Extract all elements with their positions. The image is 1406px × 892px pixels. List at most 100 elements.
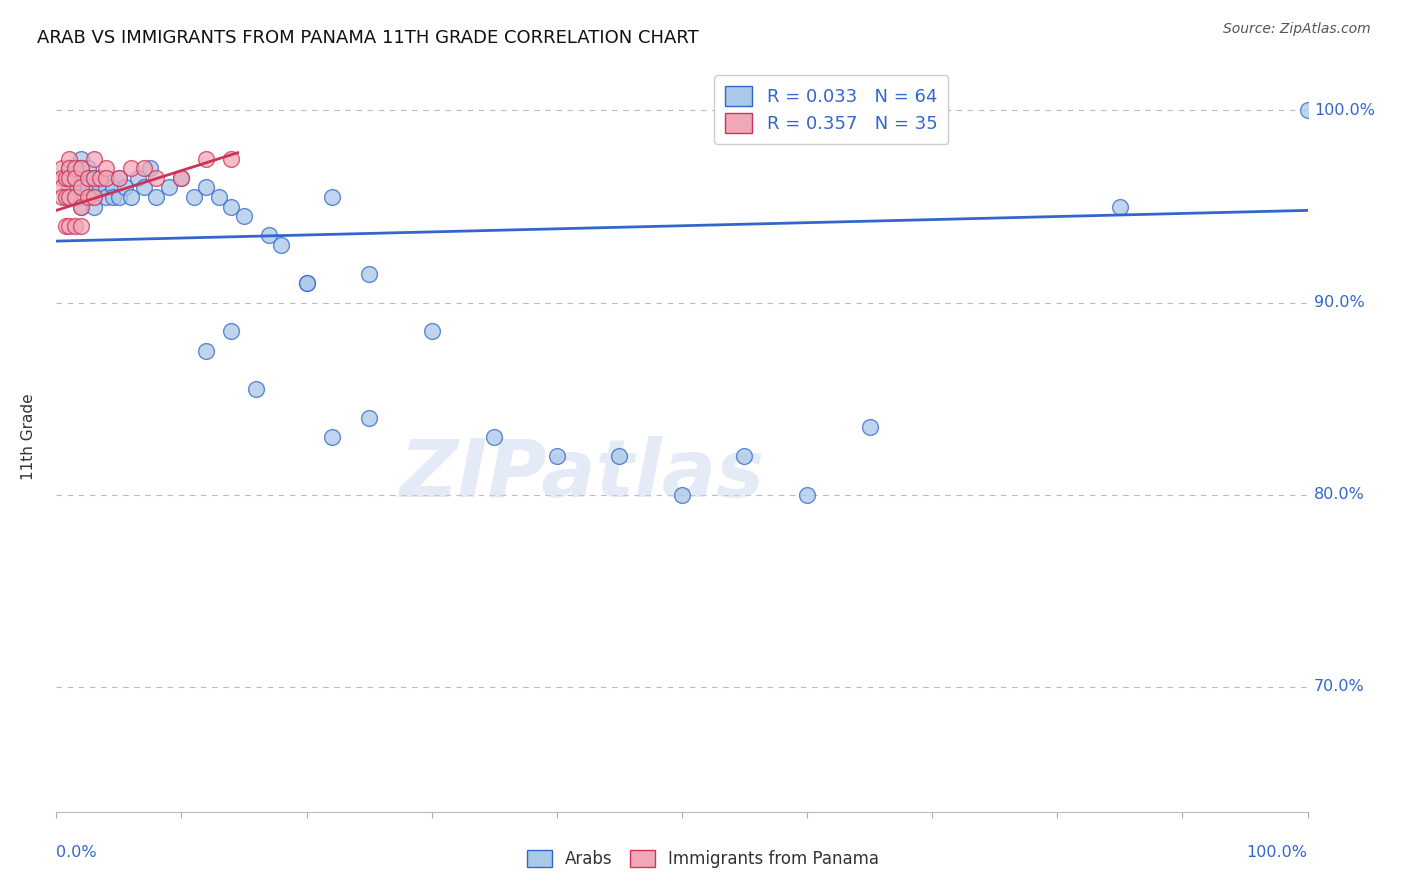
Point: [127, 170, 149, 185]
Point: [83, 190, 105, 204]
Point: [76, 161, 98, 175]
Point: [145, 190, 167, 204]
Point: [96, 161, 118, 175]
Point: [609, 450, 631, 464]
Point: [221, 200, 243, 214]
Text: 70.0%: 70.0%: [1313, 680, 1365, 694]
Point: [546, 450, 568, 464]
Point: [321, 430, 343, 444]
Point: [76, 180, 98, 194]
Text: ARAB VS IMMIGRANTS FROM PANAMA 11TH GRADE CORRELATION CHART: ARAB VS IMMIGRANTS FROM PANAMA 11TH GRAD…: [38, 29, 699, 47]
Point: [420, 325, 443, 339]
Text: 90.0%: 90.0%: [1313, 295, 1365, 310]
Text: 100.0%: 100.0%: [1247, 846, 1308, 861]
Point: [63, 190, 86, 204]
Point: [83, 190, 105, 204]
Point: [1296, 103, 1319, 118]
Point: [70, 180, 93, 194]
Text: 0.0%: 0.0%: [56, 846, 97, 861]
Point: [170, 170, 193, 185]
Point: [89, 180, 111, 194]
Point: [70, 200, 93, 214]
Point: [157, 180, 180, 194]
Legend: Arabs, Immigrants from Panama: Arabs, Immigrants from Panama: [520, 843, 886, 875]
Point: [245, 382, 267, 396]
Point: [83, 200, 105, 214]
Point: [58, 190, 80, 204]
Point: [671, 488, 693, 502]
Point: [295, 277, 318, 291]
Point: [321, 190, 343, 204]
Point: [108, 170, 131, 185]
Point: [70, 161, 93, 175]
Point: [796, 488, 818, 502]
Point: [96, 180, 118, 194]
Point: [734, 450, 756, 464]
Point: [484, 430, 506, 444]
Point: [96, 170, 118, 185]
Point: [76, 170, 98, 185]
Point: [108, 170, 131, 185]
Legend: R = 0.033   N = 64, R = 0.357   N = 35: R = 0.033 N = 64, R = 0.357 N = 35: [714, 75, 948, 144]
Text: 11th Grade: 11th Grade: [21, 393, 37, 481]
Point: [63, 219, 86, 233]
Point: [70, 180, 93, 194]
Point: [221, 152, 243, 166]
Point: [83, 152, 105, 166]
Point: [183, 190, 205, 204]
Point: [858, 420, 880, 434]
Point: [70, 219, 93, 233]
Point: [101, 180, 124, 194]
Point: [221, 325, 243, 339]
Point: [1109, 200, 1132, 214]
Point: [120, 161, 142, 175]
Point: [101, 190, 124, 204]
Point: [108, 190, 131, 204]
Point: [58, 161, 80, 175]
Point: [76, 190, 98, 204]
Point: [55, 170, 77, 185]
Point: [195, 343, 218, 358]
Point: [63, 170, 86, 185]
Point: [70, 152, 93, 166]
Point: [83, 180, 105, 194]
Point: [83, 170, 105, 185]
Point: [51, 170, 73, 185]
Point: [233, 209, 256, 223]
Point: [55, 190, 77, 204]
Text: Source: ZipAtlas.com: Source: ZipAtlas.com: [1223, 22, 1371, 37]
Point: [96, 170, 118, 185]
Point: [132, 180, 155, 194]
Point: [51, 190, 73, 204]
Point: [83, 170, 105, 185]
Point: [58, 170, 80, 185]
Point: [89, 170, 111, 185]
Point: [170, 170, 193, 185]
Text: ZIPatlas: ZIPatlas: [399, 435, 765, 514]
Point: [58, 152, 80, 166]
Point: [58, 161, 80, 175]
Point: [63, 180, 86, 194]
Point: [257, 228, 280, 243]
Point: [51, 161, 73, 175]
Point: [70, 200, 93, 214]
Point: [58, 219, 80, 233]
Text: 100.0%: 100.0%: [1313, 103, 1375, 118]
Point: [51, 180, 73, 194]
Point: [58, 190, 80, 204]
Point: [55, 219, 77, 233]
Point: [208, 190, 231, 204]
Text: 80.0%: 80.0%: [1313, 487, 1365, 502]
Point: [132, 161, 155, 175]
Point: [63, 161, 86, 175]
Point: [145, 170, 167, 185]
Point: [58, 180, 80, 194]
Point: [70, 161, 93, 175]
Point: [70, 170, 93, 185]
Point: [295, 277, 318, 291]
Point: [70, 190, 93, 204]
Point: [120, 190, 142, 204]
Point: [89, 170, 111, 185]
Point: [58, 161, 80, 175]
Point: [63, 170, 86, 185]
